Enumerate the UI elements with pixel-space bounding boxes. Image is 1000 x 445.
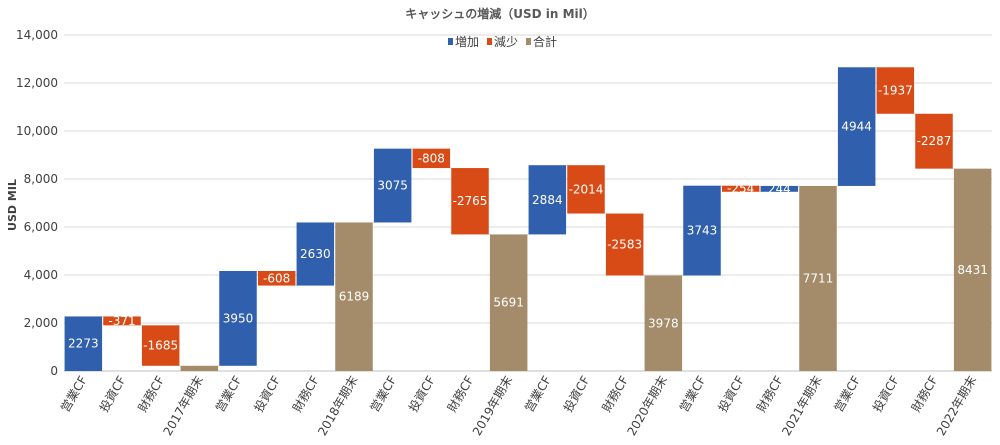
x-tick-label: 財務CF	[908, 373, 941, 415]
bar-decrease	[451, 168, 489, 235]
data-label: 8431	[957, 263, 988, 277]
bar-decrease	[257, 270, 296, 286]
data-labels: 2273 -371 -1685 217 3950 -608 2630 6189 3075 -808…	[68, 84, 988, 368]
x-tick-label: 営業CF	[213, 373, 245, 414]
bars	[64, 67, 992, 371]
data-label: -1685	[143, 339, 178, 353]
x-tick-label: 投資CF	[715, 373, 748, 415]
bar-total	[953, 168, 992, 371]
bar-decrease	[567, 165, 605, 214]
bar-increase	[219, 270, 257, 366]
data-label: -1937	[878, 84, 913, 98]
x-tick-label: 投資CF	[560, 373, 593, 415]
x-tick-label: 2019年期末	[470, 374, 515, 439]
legend-swatch	[487, 38, 492, 45]
x-tick-label: 財務CF	[444, 373, 477, 415]
data-label: 3075	[377, 179, 408, 193]
x-tick-label: 2017年期末	[161, 374, 206, 439]
x-tick-label: 財務CF	[289, 373, 322, 415]
connectors	[102, 66, 954, 367]
data-label: 2630	[300, 247, 331, 261]
data-label: 5691	[493, 296, 524, 310]
bar-decrease	[412, 148, 451, 169]
bar-increase	[373, 148, 412, 223]
x-tick-label: 営業CF	[831, 373, 863, 414]
bar-increase	[528, 165, 567, 235]
x-tick-label: 財務CF	[599, 373, 632, 415]
y-tick-label: 10,000	[16, 124, 58, 138]
data-label: 6189	[339, 290, 370, 304]
x-tick-label: 財務CF	[135, 373, 168, 415]
legend-label: 増加	[455, 35, 479, 49]
bar-total	[180, 365, 219, 371]
data-label: 4944	[841, 120, 872, 134]
legend-label: 合計	[533, 34, 557, 49]
data-label: 2273	[68, 337, 99, 351]
legend-label: 減少	[494, 34, 518, 49]
y-tick-label: 4,000	[24, 268, 58, 282]
data-label: -808	[418, 151, 445, 165]
x-tick-label: 投資CF	[869, 373, 902, 415]
x-tick-label: 2021年期末	[779, 374, 824, 439]
bar-total	[335, 222, 373, 371]
data-label: -2287	[917, 134, 952, 148]
data-label: 3978	[648, 316, 679, 330]
data-label: -608	[263, 271, 290, 285]
x-tick-label: 財務CF	[753, 373, 786, 415]
data-label: 2884	[532, 193, 563, 207]
bar-decrease	[141, 325, 180, 366]
y-axis-label: USD MIL	[6, 179, 19, 231]
legend: 増加 減少 合計	[448, 34, 557, 49]
x-tick-label: 2020年期末	[625, 374, 670, 439]
data-label: 217	[188, 354, 211, 368]
bar-decrease	[915, 113, 953, 169]
bar-increase	[296, 222, 335, 286]
bar-increase	[837, 67, 876, 186]
x-tick-label: 2022年期末	[934, 374, 979, 439]
data-label: -371	[108, 314, 135, 328]
data-label: -2014	[569, 182, 604, 196]
data-label: 3950	[223, 311, 254, 325]
y-tick-label: 12,000	[16, 76, 58, 90]
chart-title: キャッシュの増減（USD in Mil）	[405, 6, 595, 21]
bar-decrease	[103, 316, 141, 326]
gridlines	[64, 34, 992, 372]
y-tick-label: 0	[50, 364, 58, 378]
x-tick-label: 投資CF	[251, 373, 284, 415]
bar-total	[799, 185, 837, 371]
legend-swatch	[526, 38, 531, 45]
data-label: -2583	[607, 238, 642, 252]
x-tick-label: 営業CF	[58, 373, 90, 414]
bar-total	[644, 275, 683, 371]
data-label: 7711	[803, 271, 834, 285]
bar-increase	[64, 316, 103, 371]
data-label: 3743	[687, 224, 718, 238]
x-tick-label: 投資CF	[405, 373, 438, 415]
x-tick-label: 2018年期末	[315, 374, 360, 439]
bar-total	[489, 234, 528, 371]
x-tick-label: 投資CF	[96, 373, 129, 415]
bar-decrease	[876, 67, 915, 114]
data-label: -2765	[453, 194, 488, 208]
x-tick-label: 営業CF	[367, 373, 399, 414]
y-tick-label: 2,000	[24, 316, 58, 330]
y-axis: 0 2,000 4,000 6,000 8,000 10,000 12,000 14,000	[16, 28, 58, 378]
bar-increase	[683, 185, 721, 276]
y-tick-label: 14,000	[16, 28, 58, 42]
x-tick-label: 営業CF	[522, 373, 554, 414]
bar-decrease	[605, 213, 644, 276]
x-tick-label: 営業CF	[677, 373, 709, 414]
y-tick-label: 8,000	[24, 172, 58, 186]
data-label: -254	[727, 182, 754, 196]
bar-decrease	[721, 185, 760, 192]
legend-swatch	[448, 38, 453, 45]
bar-increase	[760, 185, 799, 192]
data-label: 244	[768, 182, 791, 196]
y-tick-label: 6,000	[24, 220, 58, 234]
